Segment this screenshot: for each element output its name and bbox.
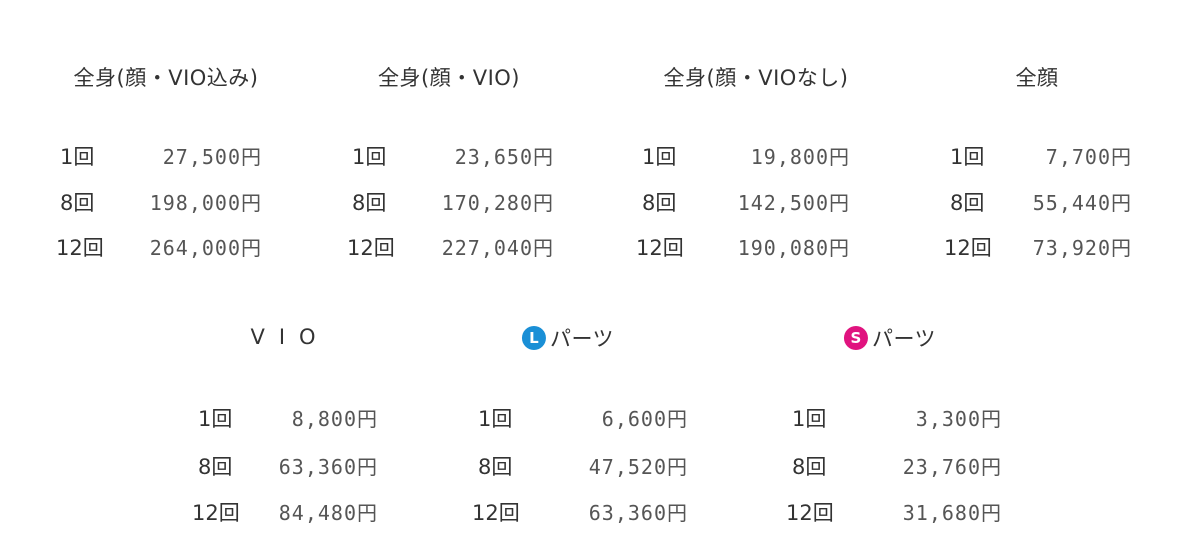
price: 7,700円 <box>1045 145 1132 169</box>
price: 170,280円 <box>441 191 554 215</box>
session-count: 8回 <box>792 455 827 479</box>
price: 190,080円 <box>737 236 850 260</box>
plan-title-text: パーツ <box>871 327 937 351</box>
plan-title-full-body-face-vio: 全身(顔・VIO) <box>378 62 520 92</box>
session-count: 8回 <box>950 191 985 215</box>
price: 23,650円 <box>454 145 554 169</box>
plan-title-text: 全身(顔・VIO込み) <box>73 66 259 90</box>
plan-title-full-face: 全顔 <box>1016 62 1059 92</box>
session-count: 12回 <box>636 236 684 260</box>
price: 19,800円 <box>750 145 850 169</box>
session-count: 1回 <box>352 145 387 169</box>
price: 264,000円 <box>149 236 262 260</box>
price: 31,680円 <box>902 501 1002 525</box>
price: 47,520円 <box>588 455 688 479</box>
plan-title-text: VIO <box>250 325 330 349</box>
price: 227,040円 <box>441 236 554 260</box>
session-count: 1回 <box>642 145 677 169</box>
price: 198,000円 <box>149 191 262 215</box>
session-count: 12回 <box>347 236 395 260</box>
plan-title-l-parts: L パーツ <box>521 323 615 353</box>
plan-title-text: パーツ <box>549 327 615 351</box>
session-count: 8回 <box>198 455 233 479</box>
session-count: 1回 <box>478 407 513 431</box>
l-badge-icon: L <box>521 326 546 350</box>
session-count: 1回 <box>792 407 827 431</box>
plan-title-text: 全身(顔・VIO) <box>378 66 520 90</box>
price: 55,440円 <box>1032 191 1132 215</box>
session-count: 12回 <box>786 501 834 525</box>
session-count: 8回 <box>60 191 95 215</box>
price: 142,500円 <box>737 191 850 215</box>
price: 84,480円 <box>278 501 378 525</box>
session-count: 8回 <box>352 191 387 215</box>
price: 73,920円 <box>1032 236 1132 260</box>
price: 63,360円 <box>278 455 378 479</box>
session-count: 1回 <box>198 407 233 431</box>
session-count: 8回 <box>642 191 677 215</box>
plan-title-full-body-with-face-vio: 全身(顔・VIO込み) <box>74 62 259 92</box>
price: 63,360円 <box>588 501 688 525</box>
price: 8,800円 <box>291 407 378 431</box>
s-badge-icon: S <box>843 326 868 350</box>
plan-title-text: 全顔 <box>1015 66 1059 90</box>
plan-title-text: 全身(顔・VIOなし) <box>663 66 849 90</box>
plan-title-s-parts: S パーツ <box>843 323 937 353</box>
session-count: 1回 <box>950 145 985 169</box>
session-count: 12回 <box>472 501 520 525</box>
session-count: 1回 <box>60 145 95 169</box>
session-count: 12回 <box>56 236 104 260</box>
price: 23,760円 <box>902 455 1002 479</box>
plan-title-full-body-without-face-vio: 全身(顔・VIOなし) <box>664 62 849 92</box>
session-count: 12回 <box>192 501 240 525</box>
price: 3,300円 <box>915 407 1002 431</box>
plan-title-vio: VIO <box>250 325 329 349</box>
price: 27,500円 <box>162 145 262 169</box>
session-count: 8回 <box>478 455 513 479</box>
price: 6,600円 <box>601 407 688 431</box>
session-count: 12回 <box>944 236 992 260</box>
